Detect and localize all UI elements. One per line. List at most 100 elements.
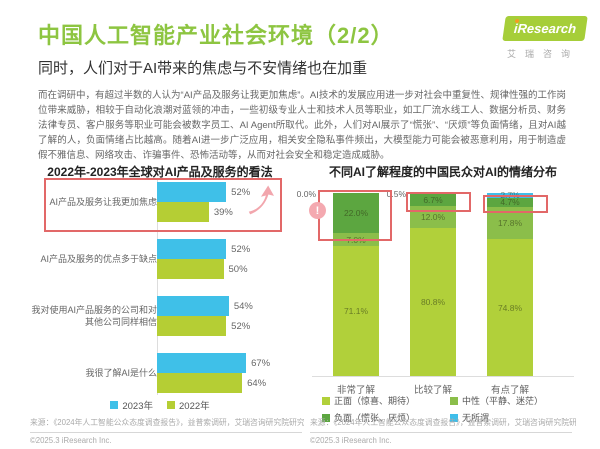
bar-line: 52% bbox=[157, 182, 250, 202]
segment-value-label: 80.8% bbox=[420, 297, 446, 308]
right-divider bbox=[310, 432, 572, 433]
page-title: 中国人工智能产业社会环境（2/2） bbox=[38, 23, 394, 48]
中性（平静、迷茫）-swatch-icon bbox=[450, 396, 458, 405]
exclamation-circle-icon: ! bbox=[309, 202, 326, 219]
left-legend-label: 2022年 bbox=[179, 401, 210, 412]
left-chart-title: 2022年-2023年全球对AI产品及服务的看法 bbox=[47, 165, 273, 179]
category-label: AI产品及服务让我更加焦虑 bbox=[49, 197, 157, 207]
body-paragraph: 而在调研中，有超过半数的人认为“AI产品及服务让我更加焦虑”。AI技术的发展应用… bbox=[38, 90, 566, 161]
bar-line: 67% bbox=[157, 353, 270, 373]
bar-line: 39% bbox=[157, 202, 250, 222]
正面（惊喜、期待）-swatch-icon bbox=[322, 396, 330, 405]
stacked-column-有点了解: 2.7% 4.7% 17.8% 74.8% bbox=[487, 190, 533, 376]
right-chart-legend: 正面（惊喜、期待） 中性（平静、迷茫） 负面（慌张、厌烦） 无所谓 bbox=[322, 394, 574, 424]
page-subtitle: 同时，人们对于AI带来的焦虑与不安情绪也在加重 bbox=[38, 60, 368, 77]
highlight-box-anxiety-row bbox=[44, 178, 282, 232]
left-chart-axis-line bbox=[157, 180, 158, 395]
right-legend-item: 正面（惊喜、期待） bbox=[322, 394, 450, 407]
bar-value-label: 52% bbox=[231, 320, 251, 332]
bar-row: 我很了解AI是什么 67% 64% bbox=[30, 353, 300, 393]
right-legend-item: 无所谓 bbox=[450, 411, 574, 424]
x-axis-label: 有点了解 bbox=[490, 385, 529, 396]
left-divider bbox=[30, 432, 302, 433]
right-legend-label: 正面（惊喜、期待） bbox=[334, 396, 416, 406]
logo-brand-text: iResearch bbox=[513, 21, 577, 36]
bar-2022年 bbox=[157, 259, 224, 279]
bar-value-label: 54% bbox=[233, 300, 253, 312]
right-legend-item: 中性（平静、迷茫） bbox=[450, 394, 574, 407]
stacked-column-比较了解: 0.5% 6.7% 12.0% 80.8% bbox=[387, 189, 456, 376]
segment-正面（惊喜、期待）: 80.8% bbox=[410, 228, 456, 376]
outside-value-label: 0.0% bbox=[296, 189, 316, 199]
right-chart-source: 来源：《2024年人工智能公众态度调查报告》，益普索调研，艾瑞咨询研究院研究绘制… bbox=[310, 418, 576, 427]
left-copyright: ©2025.3 iResearch Inc. bbox=[30, 436, 112, 445]
left-legend-item: 2023年 bbox=[110, 398, 153, 412]
bar-row: 我对使用AI产品服务的公司和对其他公司同样相信 54% 52% bbox=[30, 296, 300, 336]
bar-2022年 bbox=[157, 316, 227, 336]
segment-value-label: 22.0% bbox=[343, 208, 369, 219]
segment-负面（慌张、厌烦）: 4.7% bbox=[487, 197, 533, 208]
right-legend-item: 负面（慌张、厌烦） bbox=[322, 411, 450, 424]
bar-line: 50% bbox=[157, 259, 250, 279]
segment-value-label: 12.0% bbox=[420, 212, 446, 223]
segment-value-label: 74.8% bbox=[497, 302, 523, 313]
bar-line: 54% bbox=[157, 296, 253, 316]
bar-2023年 bbox=[157, 353, 247, 373]
segment-value-label: 17.8% bbox=[497, 217, 523, 228]
bar-group: 52% 50% bbox=[157, 239, 250, 279]
right-chart-title: 不同AI了解程度的中国民众对AI的情绪分布 bbox=[328, 165, 557, 179]
bar-group: 67% 64% bbox=[157, 353, 270, 393]
bar-value-label: 67% bbox=[251, 357, 271, 369]
负面（慌张、厌烦）-swatch-icon bbox=[322, 413, 330, 422]
up-right-arrow-icon bbox=[248, 185, 274, 215]
stacked-column-非常了解: 0.0% 22.0% 7.0% 71.1% bbox=[297, 189, 379, 376]
bar-2022年 bbox=[157, 373, 243, 393]
right-legend-label: 负面（慌张、厌烦） bbox=[334, 413, 416, 423]
bar-2022年 bbox=[157, 202, 209, 222]
2023年-swatch-icon bbox=[110, 401, 119, 409]
bar-group: 54% 52% bbox=[157, 296, 253, 336]
bar-2023年 bbox=[157, 182, 227, 202]
bar-value-label: 39% bbox=[213, 206, 233, 218]
right-legend-label: 无所谓 bbox=[462, 413, 490, 423]
iresearch-logo: iResearch bbox=[502, 16, 588, 41]
2022年-swatch-icon bbox=[167, 401, 175, 409]
segment-value-label: 4.7% bbox=[500, 197, 520, 208]
category-label: AI产品及服务的优点多于缺点 bbox=[40, 254, 157, 264]
right-legend-label: 中性（平静、迷茫） bbox=[462, 396, 544, 406]
segment-负面（慌张、厌烦）: 22.0% bbox=[333, 193, 379, 234]
bar-group: 52% 39% bbox=[157, 182, 250, 222]
bar-value-label: 50% bbox=[228, 263, 248, 275]
highlight-box-negative-col1 bbox=[318, 190, 392, 241]
highlight-box-negative-col3 bbox=[483, 195, 548, 213]
bar-row: AI产品及服务让我更加焦虑 52% 39% bbox=[30, 182, 300, 222]
category-label: 我对使用AI产品服务的公司和对其他公司同样相信 bbox=[31, 305, 157, 327]
segment-负面（慌张、厌烦）: 6.7% bbox=[410, 193, 456, 207]
left-chart-source: 来源：《2024年人工智能公众态度调查报告》，益普索调研，艾瑞咨询研究院研究绘制… bbox=[30, 418, 304, 427]
segment-正面（惊喜、期待）: 71.1% bbox=[333, 246, 379, 376]
bar-2023年 bbox=[157, 296, 229, 316]
segment-正面（惊喜、期待）: 74.8% bbox=[487, 239, 533, 376]
bar-value-label: 52% bbox=[231, 243, 251, 255]
left-legend-label: 2023年 bbox=[122, 401, 153, 412]
bar-line: 52% bbox=[157, 316, 253, 336]
right-copyright: ©2025.3 iResearch Inc. bbox=[310, 436, 392, 445]
left-chart-legend: 2023年 2022年 bbox=[30, 398, 290, 412]
left-legend-item: 2022年 bbox=[167, 398, 210, 412]
x-axis-label: 非常了解 bbox=[336, 385, 375, 396]
bar-line: 52% bbox=[157, 239, 250, 259]
bar-line: 64% bbox=[157, 373, 270, 393]
bar-value-label: 64% bbox=[247, 377, 267, 389]
highlight-box-negative-col2 bbox=[406, 192, 471, 212]
outside-value-label: 0.5% bbox=[386, 189, 406, 199]
bar-2023年 bbox=[157, 239, 227, 259]
segment-value-label: 71.1% bbox=[343, 306, 369, 316]
category-label: 我很了解AI是什么 bbox=[85, 368, 157, 378]
无所谓-swatch-icon bbox=[450, 413, 458, 422]
bar-row: AI产品及服务的优点多于缺点 52% 50% bbox=[30, 239, 300, 279]
logo-brand-cn: 艾瑞咨询 bbox=[507, 49, 580, 59]
right-chart-baseline bbox=[312, 376, 574, 377]
left-chart-plot: AI产品及服务让我更加焦虑 52% 39% AI产品及服务的优点多于缺点 52% 50% 我… bbox=[30, 182, 300, 393]
segment-value-label: 6.7% bbox=[423, 195, 443, 206]
